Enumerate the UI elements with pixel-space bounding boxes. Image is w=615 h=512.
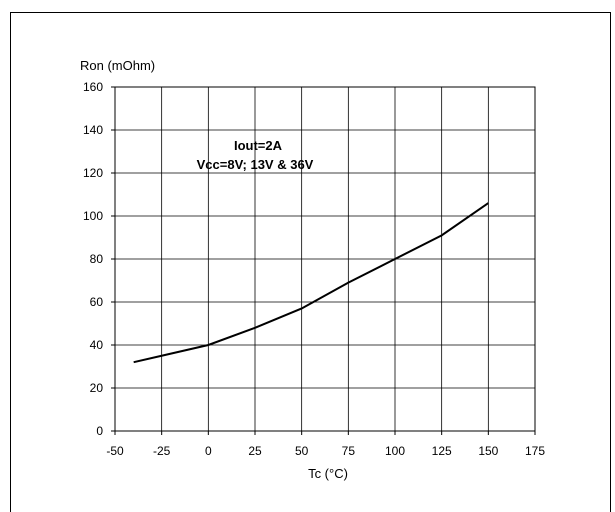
x-tick-label: 25	[248, 444, 262, 458]
x-tick-label: 125	[432, 444, 452, 458]
x-tick-label: -25	[153, 444, 171, 458]
y-tick-label: 0	[96, 424, 103, 438]
y-axis-label: Ron (mOhm)	[80, 58, 155, 73]
x-axis-label: Tc (°C)	[308, 466, 348, 481]
y-tick-label: 120	[83, 166, 103, 180]
y-tick-label: 60	[90, 295, 104, 309]
x-tick-label: 50	[295, 444, 309, 458]
y-tick-label: 160	[83, 80, 103, 94]
x-tick-label: 75	[342, 444, 356, 458]
plot-border	[114, 86, 536, 432]
x-tick-label: 150	[478, 444, 498, 458]
x-tick-label: 100	[385, 444, 405, 458]
x-tick-label: -50	[106, 444, 124, 458]
x-tick-label: 175	[525, 444, 545, 458]
y-tick-label: 20	[90, 381, 104, 395]
y-tick-label: 100	[83, 209, 103, 223]
grid-lines	[115, 87, 535, 431]
series-line	[133, 202, 489, 364]
series-group	[133, 202, 489, 364]
chart-frame	[10, 12, 611, 512]
x-tick-label: 0	[205, 444, 212, 458]
annotation-line-2: Vcc=8V; 13V & 36V	[197, 157, 314, 172]
tick-labels: -50 -25 0 25 50 75 100 125 150 175 0 20 40 60 80 100 120…	[83, 80, 545, 458]
annotation-line-1: Iout=2A	[234, 138, 283, 153]
y-tick-label: 80	[90, 252, 104, 266]
y-tick-label: 140	[83, 123, 103, 137]
y-tick-label: 40	[90, 338, 104, 352]
